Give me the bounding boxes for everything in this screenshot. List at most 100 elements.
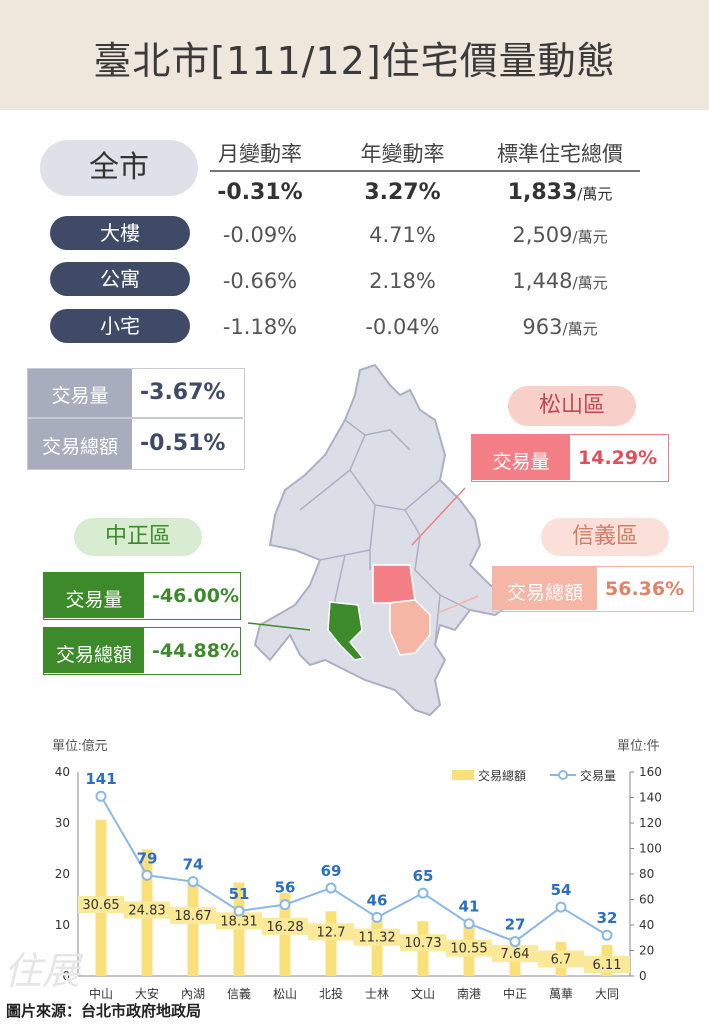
right-tick-label: 140: [639, 791, 662, 805]
bar-士林: [371, 918, 383, 976]
x-tick-label: 士林: [365, 987, 389, 1001]
songshan-district: [372, 564, 416, 604]
district-borders: [299, 419, 471, 646]
row-label-city: 全市: [40, 140, 198, 196]
point-value-label: 46: [367, 891, 388, 909]
bar-value-bg: [124, 901, 170, 919]
point-士林: [371, 911, 383, 923]
city-stats-box: 交易量 交易總額 -3.67% -0.51%: [27, 368, 245, 470]
point-value-label: 54: [551, 881, 572, 899]
city-amount-value: -0.51%: [140, 431, 226, 456]
bar-value-bg: [400, 934, 446, 952]
bar-value-label: 30.65: [82, 898, 119, 913]
point-北投: [325, 882, 337, 894]
left-tick-label: 10: [55, 918, 70, 932]
legend-marker-volume: [558, 770, 568, 780]
right-tick-label: 80: [639, 867, 654, 881]
series-line-volume: [100, 795, 608, 943]
point-value-label: 32: [597, 909, 618, 927]
page-title: 臺北市[111/12]住宅價量動態: [93, 39, 616, 83]
x-tick-label: 北投: [319, 986, 343, 1001]
right-tick-label: 100: [639, 842, 662, 856]
bar-value-bg: [170, 906, 216, 924]
point-value-label: 41: [459, 898, 480, 916]
bar-value-bg: [354, 928, 400, 946]
col-head-yearly: 年變動率: [360, 142, 445, 166]
bar-value-label: 6.11: [593, 958, 622, 973]
bar-value-label: 10.55: [450, 942, 487, 957]
bar-value-bg: [308, 923, 354, 941]
city-yearly: 3.27%: [364, 180, 441, 205]
header-divider: [210, 170, 640, 172]
taipei-district-map: [247, 363, 517, 717]
building-monthly: -0.09%: [222, 223, 298, 247]
songshan-stats-box: 交易量 14.29%: [471, 434, 669, 482]
songshan-volume-label: 交易量: [492, 451, 550, 473]
building-price: 2,509/萬元: [512, 223, 608, 247]
zhongzheng-amount-label: 交易總額: [55, 644, 132, 666]
bar-value-bg: [262, 917, 308, 935]
col-head-price: 標準住宅總價: [497, 142, 623, 166]
x-tick-label: 內湖: [181, 986, 205, 1001]
legend-label-volume: 交易量: [580, 768, 616, 783]
left-tick-label: 0: [62, 969, 70, 983]
point-萬華: [555, 901, 567, 913]
zhongzheng-volume-value: -46.00%: [152, 585, 240, 607]
city-amount-label: 交易總額: [41, 436, 118, 458]
x-tick-label: 中山: [89, 986, 113, 1001]
row-label-apartment: 公寓: [50, 262, 190, 296]
right-tick-label: 0: [639, 969, 647, 983]
xinyi-amount-label: 交易總額: [506, 582, 583, 604]
right-tick-label: 40: [639, 918, 654, 932]
right-tick-label: 120: [639, 816, 662, 830]
city-monthly: -0.31%: [217, 180, 303, 205]
right-tick-label: 160: [639, 765, 662, 779]
legend-swatch-amount: [452, 770, 474, 780]
x-tick-label: 南港: [457, 986, 481, 1001]
point-value-label: 27: [505, 916, 526, 934]
point-value-label: 79: [137, 849, 158, 867]
zhongzheng-volume-box: 交易量 -46.00%: [43, 572, 241, 620]
bar-value-label: 18.67: [174, 909, 211, 924]
bar-value-label: 7.64: [501, 947, 530, 962]
xinyi-stats-box: 交易總額 56.36%: [492, 566, 694, 612]
x-tick-label: 萬華: [549, 987, 573, 1001]
zhongzheng-amount-value: -44.88%: [152, 640, 240, 662]
bar-value-bg: [216, 912, 262, 930]
bar-內湖: [187, 880, 199, 976]
left-tick-label: 40: [55, 765, 70, 779]
xinyi-pill: 信義區: [541, 518, 669, 556]
point-value-label: 74: [183, 856, 204, 874]
bar-value-label: 24.83: [128, 903, 165, 918]
bar-value-label: 16.28: [266, 920, 303, 935]
zhongzheng-volume-label: 交易量: [65, 589, 123, 611]
header-banner: 臺北市[111/12]住宅價量動態: [0, 0, 709, 110]
left-tick-label: 20: [55, 867, 70, 881]
bar-value-label: 10.73: [404, 936, 441, 951]
x-tick-label: 中正: [503, 986, 527, 1001]
x-tick-label: 信義: [227, 986, 251, 1001]
small-price: 963/萬元: [522, 315, 598, 339]
apartment-yearly: 2.18%: [369, 269, 436, 293]
zhongzheng-district: [327, 601, 365, 661]
right-tick-label: 60: [639, 893, 654, 907]
legend-label-amount: 交易總額: [478, 768, 526, 783]
x-tick-label: 大安: [135, 986, 159, 1001]
xinyi-district: [389, 599, 431, 656]
point-value-label: 69: [321, 862, 342, 880]
x-tick-label: 大同: [595, 987, 619, 1001]
point-大同: [601, 929, 613, 941]
bar-value-bg: [446, 939, 492, 957]
point-大安: [141, 869, 153, 881]
left-tick-label: 30: [55, 816, 70, 830]
building-yearly: 4.71%: [369, 223, 436, 247]
col-head-monthly: 月變動率: [218, 142, 302, 166]
small-monthly: -1.18%: [222, 315, 298, 339]
bar-value-label: 18.31: [220, 914, 257, 929]
bar-北投: [325, 911, 337, 976]
point-value-label: 51: [229, 885, 250, 903]
bar-value-label: 11.32: [358, 931, 395, 946]
left-axis-unit: 單位:億元: [52, 738, 108, 753]
bar-value-label: 12.7: [317, 925, 346, 940]
apartment-price: 1,448/萬元: [512, 269, 608, 293]
